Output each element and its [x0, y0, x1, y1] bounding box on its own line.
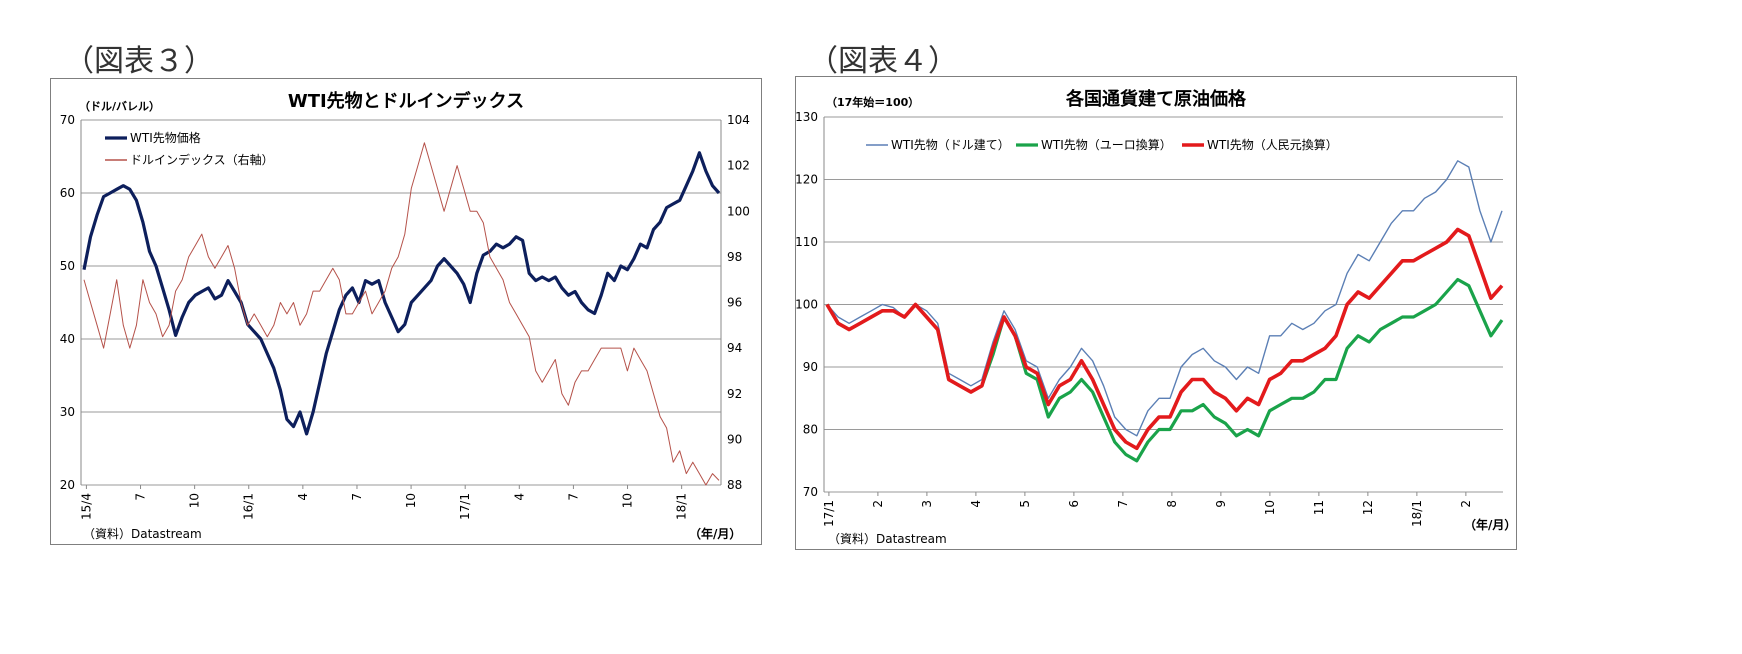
y-tick-label: 20 [60, 478, 75, 492]
y2-tick-label: 98 [727, 250, 742, 264]
y-axis-label: （ドル/バレル） [79, 100, 160, 113]
figure4-panel: 各国通貨建て原油価格 （17年始＝100） 70 80 90 100 110 120 130 17… [795, 76, 1517, 550]
y-axis-label: （17年始＝100） [826, 95, 919, 109]
x-tick-label: 2 [1459, 500, 1473, 508]
y-tick-label: 110 [796, 235, 818, 249]
x-tick-label: 7 [350, 493, 364, 501]
x-tick-label: 4 [969, 500, 983, 508]
y2-tick-label: 102 [727, 159, 750, 173]
figure4-chart: 各国通貨建て原油価格 （17年始＝100） 70 80 90 100 110 120 130 17… [796, 88, 1516, 546]
series-line-2 [83, 142, 720, 486]
y-tick-label: 30 [60, 405, 75, 419]
x-tick-label: 10 [621, 493, 635, 508]
y2-tick-label: 92 [727, 387, 742, 401]
series-line-1 [82, 151, 721, 436]
x-tick-label: 17/1 [458, 493, 472, 520]
y-tick-label: 130 [796, 110, 818, 124]
x-tick-label: 7 [134, 493, 148, 501]
x-tick-label: 6 [1067, 500, 1081, 508]
series-line-3 [825, 227, 1504, 451]
x-tick-label: 4 [296, 493, 310, 501]
y-tick-label: 80 [803, 423, 818, 437]
x-tick-label: 2 [871, 500, 885, 508]
y2-tick-label: 90 [727, 432, 742, 446]
y2-tick-label: 96 [727, 296, 742, 310]
legend-label-2: ドルインデックス（右軸） [130, 152, 274, 167]
x-tick-label: 10 [1263, 500, 1277, 515]
y-tick-label: 60 [60, 186, 75, 200]
source-note: （資料）Datastream [83, 527, 202, 541]
x-tick-label: 7 [566, 493, 580, 501]
x-tick-label: 9 [1214, 500, 1228, 508]
y2-tick-label: 100 [727, 204, 750, 218]
series-line-2 [825, 277, 1504, 463]
y-tick-label: 70 [60, 113, 75, 127]
legend-label-1: WTI先物（ドル建て） [891, 138, 1010, 152]
figure3-chart: WTI先物とドルインデックス （ドル/バレル） 20 30 40 50 60 70 88 90 92… [60, 90, 750, 541]
y-tick-label: 50 [60, 259, 75, 273]
x-tick-label: 12 [1361, 500, 1375, 515]
y-tick-label: 90 [803, 360, 818, 374]
x-tick-label: 8 [1165, 500, 1179, 508]
y-tick-label: 120 [796, 173, 818, 187]
x-axis-unit: （年/月） [1464, 517, 1516, 532]
figure4-label: （図表４） [808, 44, 958, 79]
chart-title: 各国通貨建て原油価格 [1065, 88, 1247, 110]
x-tick-label: 5 [1018, 500, 1032, 508]
figure3-panel: WTI先物とドルインデックス （ドル/バレル） 20 30 40 50 60 70 88 90 92… [50, 78, 762, 545]
legend-label-2: WTI先物（ユーロ換算） [1041, 137, 1172, 152]
x-tick-label: 16/1 [242, 493, 256, 520]
chart-title: WTI先物とドルインデックス [288, 90, 524, 112]
x-tick-label: 10 [188, 493, 202, 508]
y2-tick-label: 104 [727, 113, 750, 127]
x-tick-label: 11 [1312, 500, 1326, 515]
x-tick-label: 4 [512, 493, 526, 501]
y2-tick-label: 88 [727, 478, 742, 492]
x-tick-label: 17/1 [822, 500, 836, 527]
y2-tick-label: 94 [727, 341, 742, 355]
x-tick-label: 18/1 [1410, 500, 1424, 527]
y-tick-label: 100 [796, 298, 818, 312]
x-tick-label: 18/1 [675, 493, 689, 520]
x-axis-unit: （年/月） [689, 526, 741, 541]
legend-label-3: WTI先物（人民元換算） [1207, 137, 1338, 152]
source-note: （資料）Datastream [828, 532, 947, 546]
x-tick-label: 3 [920, 500, 934, 508]
series-line-1 [826, 160, 1503, 437]
legend-label-1: WTI先物価格 [130, 130, 201, 145]
y-tick-label: 40 [60, 332, 75, 346]
x-tick-label: 7 [1116, 500, 1130, 508]
x-tick-label: 15/4 [79, 493, 93, 520]
figure3-label: （図表３） [64, 44, 214, 79]
x-tick-label: 10 [404, 493, 418, 508]
y-tick-label: 70 [803, 485, 818, 499]
